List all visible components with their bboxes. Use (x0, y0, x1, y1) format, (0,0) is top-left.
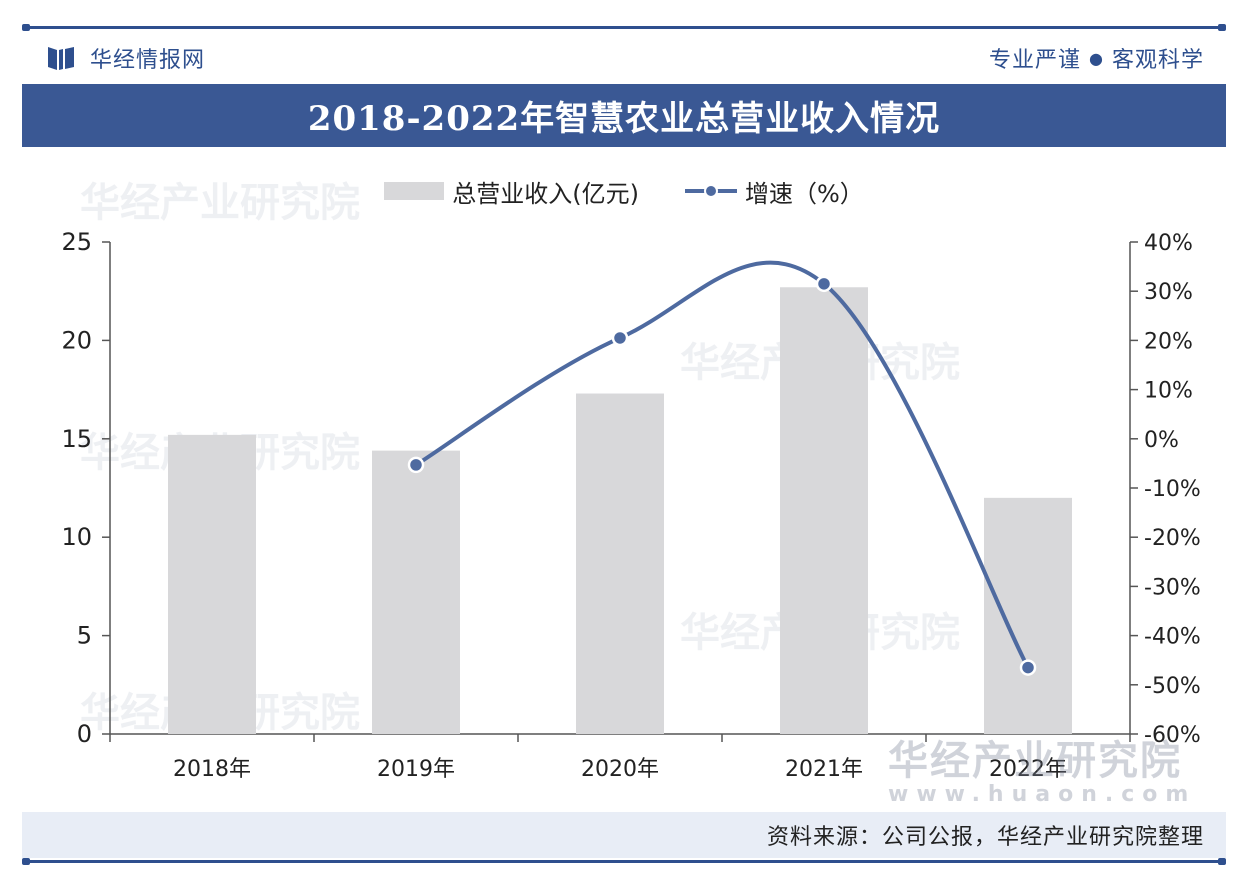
growth-point (611, 329, 629, 347)
y-right-tick-label: -30% (1144, 575, 1201, 600)
bottom-border-line (22, 858, 1226, 865)
x-tick-label: 2021年 (785, 757, 863, 782)
bar (372, 450, 460, 734)
legend-item-growth: 增速（%） (683, 174, 864, 209)
legend-label-growth: 增速（%） (744, 179, 864, 208)
y-right-tick-label: 30% (1144, 280, 1193, 305)
x-tick-label: 2018年 (173, 757, 251, 782)
y-right-tick-label: 20% (1144, 329, 1193, 354)
brand: 华经情报网 (46, 40, 205, 76)
y-right-tick-label: -40% (1144, 625, 1201, 650)
legend-item-revenue: 总营业收入(亿元) (384, 174, 639, 209)
slogan-right: 客观科学 (1111, 48, 1204, 73)
y-left-tick-label: 15 (61, 425, 92, 453)
bar (780, 287, 868, 734)
legend-bar-swatch (384, 182, 445, 200)
growth-point (1019, 659, 1037, 676)
y-right-tick-label: 0% (1144, 428, 1179, 453)
y-left-tick-label: 20 (61, 326, 92, 354)
y-right-tick-label: 40% (1144, 231, 1193, 256)
growth-point (815, 275, 833, 293)
title-bar: 2018-2022年智慧农业总营业收入情况 (22, 84, 1226, 147)
x-tick-label: 2020年 (581, 757, 659, 782)
chart-title: 2018-2022年智慧农业总营业收入情况 (307, 99, 941, 139)
y-left-tick-label: 10 (61, 523, 92, 551)
bar (168, 434, 256, 734)
source-bar: 资料来源：公司公报，华经产业研究院整理 (22, 812, 1226, 858)
top-border-line (22, 24, 1226, 31)
y-left-tick-label: 25 (61, 228, 92, 256)
x-tick-label: 2022年 (989, 757, 1067, 782)
legend-label-revenue: 总营业收入(亿元) (452, 179, 639, 208)
y-left-tick-label: 0 (77, 720, 92, 748)
chart-legend: 总营业收入(亿元) 增速（%） (0, 168, 1248, 214)
x-tick-label: 2019年 (377, 757, 455, 782)
y-right-tick-label: -10% (1144, 477, 1201, 502)
slogan: 专业严谨 ● 客观科学 (989, 40, 1204, 76)
y-right-tick-label: 10% (1144, 379, 1193, 404)
bar (984, 497, 1072, 734)
bar (576, 393, 664, 734)
book-icon (48, 47, 74, 70)
watermark-corner-url: www.huaon.com (888, 782, 1197, 807)
watermark-corner-name: 华经产业研究院 (888, 738, 1182, 784)
growth-point (407, 456, 425, 474)
source-text: 资料来源：公司公报，华经产业研究院整理 (766, 825, 1204, 850)
y-left-tick-label: 5 (77, 622, 92, 650)
y-right-tick-label: -20% (1144, 526, 1201, 551)
brand-name: 华经情报网 (90, 48, 206, 73)
y-right-tick-label: -60% (1144, 723, 1201, 748)
y-right-tick-label: -50% (1144, 674, 1201, 699)
slogan-left: 专业严谨 (989, 48, 1082, 73)
legend-line-swatch (684, 184, 737, 198)
slogan-dot: ● (1089, 48, 1104, 68)
growth-line (414, 260, 1030, 670)
